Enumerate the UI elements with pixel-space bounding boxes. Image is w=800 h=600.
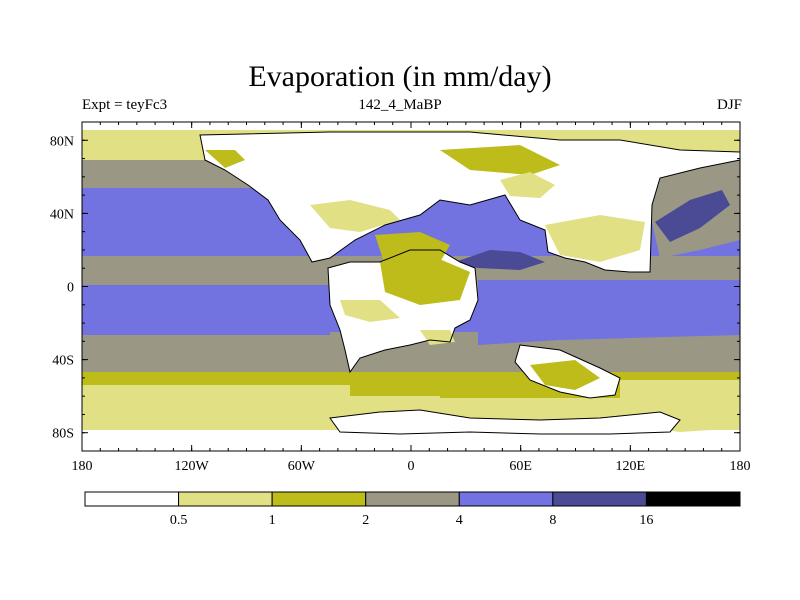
land-patch-north-1 xyxy=(205,150,245,168)
patch-south-pacific xyxy=(82,285,330,335)
y-axis: 80N 40N 0 40S 80S xyxy=(50,121,740,452)
colorbar-label-2: 2 xyxy=(362,513,369,528)
x-tick-label-4: 60E xyxy=(509,459,532,474)
patch-south-temperate-1 xyxy=(82,385,350,425)
y-tick-label-2: 0 xyxy=(67,281,74,296)
land-patch-north-3 xyxy=(500,172,555,198)
season-label: DJF xyxy=(716,97,742,113)
colorbar: 0.5 1 2 4 8 16 xyxy=(84,491,741,528)
landmass-antarctica xyxy=(330,410,680,434)
colorbar-label-5: 16 xyxy=(639,513,653,528)
band-antarctic xyxy=(82,430,740,451)
colorbar-label-1: 1 xyxy=(269,513,276,528)
colorbar-swatch-1 xyxy=(178,491,273,507)
colorbar-label-3: 4 xyxy=(456,513,463,528)
y-tick-label-1: 40N xyxy=(50,207,74,222)
colorbar-swatch-6 xyxy=(645,491,741,507)
colorbar-swatch-3 xyxy=(365,491,460,507)
coastline-antarctica xyxy=(329,409,681,435)
chart-title: Evaporation (in mm/day) xyxy=(248,60,552,93)
coastline-laurasia xyxy=(199,131,740,273)
colorbar-swatch-0 xyxy=(84,491,180,507)
coastline-gondwana xyxy=(327,249,479,374)
land-patch-central-1 xyxy=(310,200,400,232)
y-tick-label-0: 80N xyxy=(50,134,74,149)
colorbar-label-4: 8 xyxy=(549,513,556,528)
colorbar-label-0: 0.5 xyxy=(170,513,188,528)
coastline-east-gondwana xyxy=(514,344,621,399)
patch-kuroshio xyxy=(655,190,730,242)
x-tick-label-2: 60W xyxy=(288,459,316,474)
patch-south-indian xyxy=(478,280,740,345)
x-tick-label-0: 180 xyxy=(72,459,93,474)
land-patch-east-1 xyxy=(545,215,645,262)
land-patch-east-gondwana xyxy=(530,360,600,390)
coastlines xyxy=(199,131,740,435)
patch-tethys-high xyxy=(455,250,545,270)
map-field xyxy=(82,122,740,451)
x-axis: 180 120W 60W 0 60E 120E 180 xyxy=(72,122,751,474)
experiment-label: Expt = teyFc3 xyxy=(82,97,168,113)
x-tick-label-6: 180 xyxy=(730,459,751,474)
land-patch-north-2 xyxy=(440,145,560,175)
x-tick-label-5: 120E xyxy=(616,459,646,474)
colorbar-swatch-4 xyxy=(458,491,554,507)
period-label: 142_4_MaBP xyxy=(358,97,442,113)
y-tick-label-3: 40S xyxy=(52,354,74,369)
x-tick-label-1: 120W xyxy=(175,459,210,474)
y-tick-label-4: 80S xyxy=(52,427,74,442)
colorbar-swatch-5 xyxy=(552,491,647,507)
land-patch-gondwana-2 xyxy=(340,300,400,322)
colorbar-swatch-2 xyxy=(271,491,367,507)
x-tick-label-3: 0 xyxy=(408,459,415,474)
land-patch-gondwana-1 xyxy=(380,255,470,305)
